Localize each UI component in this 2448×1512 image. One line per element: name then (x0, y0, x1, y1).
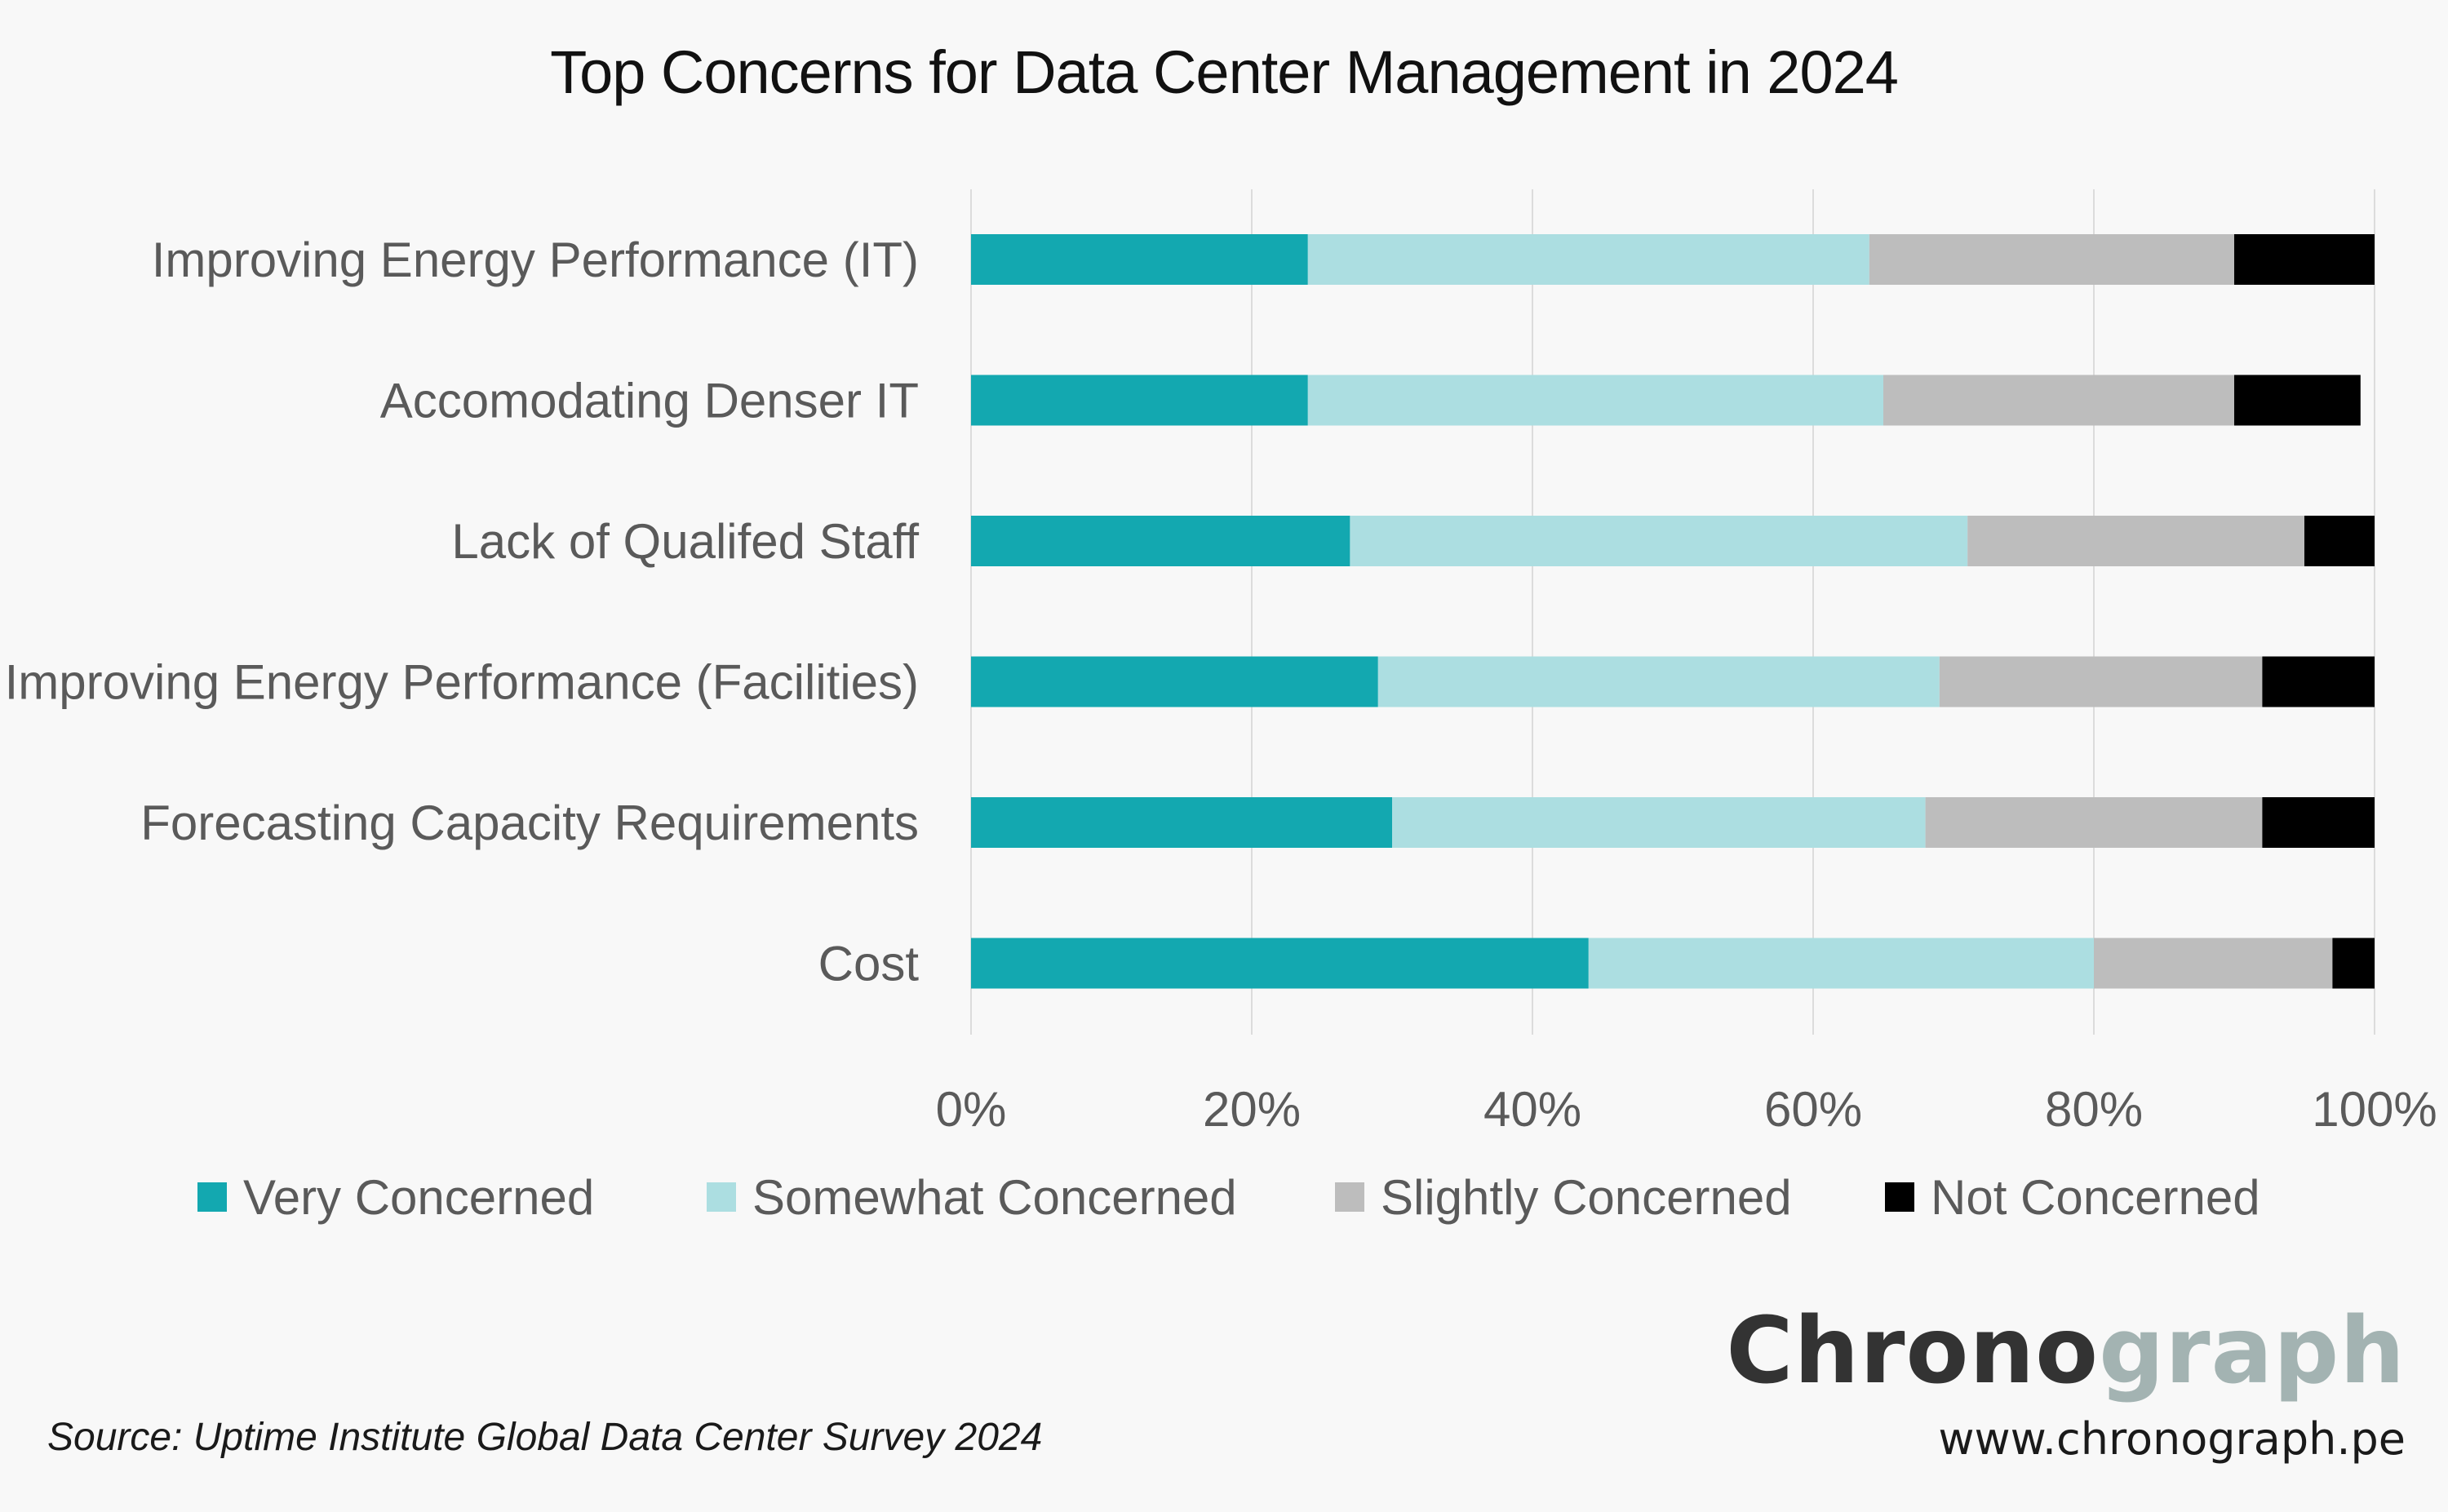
brand-logo-light: graph (2099, 1298, 2406, 1404)
bar-somewhat-concerned-improving-energy-performance-it (1307, 234, 1869, 285)
legend-swatch-somewhat-concerned (707, 1182, 736, 1212)
bar-slightly-concerned-improving-energy-performance-facilities (1939, 656, 2263, 707)
category-labels: Improving Energy Performance (IT) Accomod… (5, 233, 920, 991)
category-label-improving-energy-performance-facilities: Improving Energy Performance (Facilities… (5, 655, 919, 710)
legend-label-somewhat-concerned: Somewhat Concerned (752, 1169, 1237, 1225)
brand-url: www.chronograph.pe (1938, 1413, 2406, 1465)
legend: Very Concerned Somewhat Concerned Slight… (0, 1168, 2448, 1226)
bar-slightly-concerned-accomodating-denser-it (1883, 375, 2234, 426)
source-note: Source: Uptime Institute Global Data Cen… (47, 1416, 1043, 1459)
bar-very-concerned-lack-of-qualifed-staff (971, 516, 1350, 566)
bar-not-concerned-cost (2332, 938, 2375, 989)
legend-label-very-concerned: Very Concerned (243, 1169, 595, 1225)
legend-swatch-slightly-concerned (1335, 1182, 1364, 1212)
category-label-cost: Cost (818, 937, 920, 991)
chart-title: Top Concerns for Data Center Management … (550, 38, 1899, 106)
bar-very-concerned-forecasting-capacity-requirements (971, 797, 1392, 848)
bar-not-concerned-accomodating-denser-it (2234, 375, 2361, 426)
x-tick-label: 80% (2045, 1082, 2143, 1137)
bar-not-concerned-lack-of-qualifed-staff (2304, 516, 2375, 566)
x-tick-labels: 0% 20% 40% 60% 80% 100% (936, 1082, 2437, 1137)
bar-not-concerned-forecasting-capacity-requirements (2262, 797, 2375, 848)
bar-not-concerned-improving-energy-performance-facilities (2262, 656, 2375, 707)
legend-item-somewhat-concerned: Somewhat Concerned (707, 1168, 1237, 1226)
category-label-improving-energy-performance-it: Improving Energy Performance (IT) (152, 233, 919, 287)
x-tick-label: 0% (936, 1082, 1007, 1137)
bar-slightly-concerned-cost (2094, 938, 2333, 989)
bar-slightly-concerned-forecasting-capacity-requirements (1925, 797, 2263, 848)
legend-label-not-concerned: Not Concerned (1931, 1169, 2260, 1225)
bars (971, 234, 2375, 989)
bar-somewhat-concerned-accomodating-denser-it (1307, 375, 1883, 426)
bar-somewhat-concerned-lack-of-qualifed-staff (1350, 516, 1968, 566)
x-tick-label: 100% (2312, 1082, 2437, 1137)
legend-item-slightly-concerned: Slightly Concerned (1335, 1168, 1792, 1226)
legend-item-not-concerned: Not Concerned (1885, 1168, 2260, 1226)
bar-somewhat-concerned-forecasting-capacity-requirements (1392, 797, 1926, 848)
bar-somewhat-concerned-improving-energy-performance-facilities (1377, 656, 1940, 707)
category-label-lack-of-qualifed-staff: Lack of Qualifed Staff (451, 514, 919, 569)
bar-somewhat-concerned-cost (1588, 938, 2094, 989)
bar-not-concerned-improving-energy-performance-it (2234, 234, 2375, 285)
category-label-accomodating-denser-it: Accomodating Denser IT (380, 374, 919, 428)
bar-slightly-concerned-improving-energy-performance-it (1869, 234, 2234, 285)
legend-item-very-concerned: Very Concerned (197, 1168, 594, 1226)
legend-swatch-not-concerned (1885, 1182, 1914, 1212)
legend-swatch-very-concerned (197, 1182, 227, 1212)
x-tick-label: 20% (1203, 1082, 1301, 1137)
legend-label-slightly-concerned: Slightly Concerned (1381, 1169, 1792, 1225)
category-label-forecasting-capacity-requirements: Forecasting Capacity Requirements (140, 796, 919, 850)
gridlines (970, 189, 2375, 1035)
bar-very-concerned-accomodating-denser-it (971, 375, 1308, 426)
bar-very-concerned-improving-energy-performance-facilities (971, 656, 1378, 707)
x-tick-label: 40% (1483, 1082, 1581, 1137)
brand-logo-dark: Chrono (1726, 1298, 2100, 1404)
brand-logo: Chronograph (1726, 1306, 2406, 1397)
bar-very-concerned-improving-energy-performance-it (971, 234, 1308, 285)
x-tick-label: 60% (1764, 1082, 1862, 1137)
bar-very-concerned-cost (971, 938, 1589, 989)
bar-slightly-concerned-lack-of-qualifed-staff (1967, 516, 2304, 566)
